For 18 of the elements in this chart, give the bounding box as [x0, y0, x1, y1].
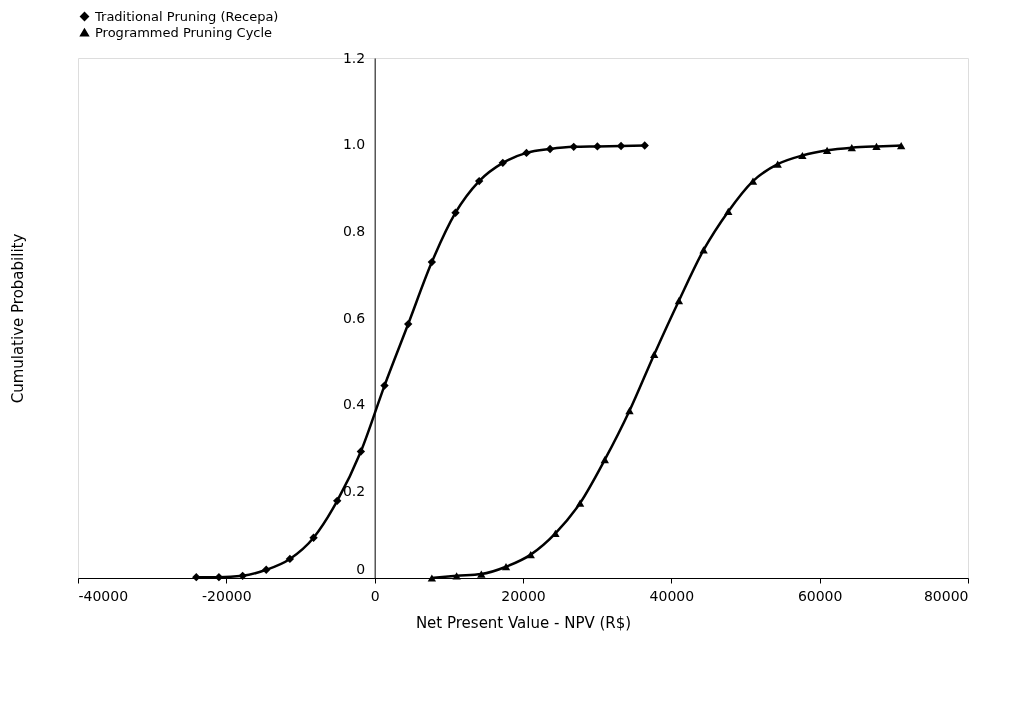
x-tick-label: 60000 [797, 587, 843, 604]
y-tick-label: 1.0 [342, 136, 366, 153]
y-tick-label: 0 [356, 560, 366, 577]
y-tick-label: 0.6 [342, 309, 366, 326]
x-tick-label: 0 [370, 587, 380, 604]
x-tick-label: -20000 [202, 587, 252, 604]
x-tick-label: 40000 [649, 587, 695, 604]
y-tick-label: 0.4 [342, 396, 366, 413]
x-tick-label: 80000 [923, 587, 969, 604]
legend-label: Programmed Pruning Cycle [95, 24, 273, 40]
y-axis-title: Cumulative Probability [9, 233, 28, 404]
y-tick-label: 1.2 [342, 49, 366, 66]
legend-label: Traditional Pruning (Recepa) [94, 8, 279, 24]
x-axis-title: Net Present Value - NPV (R$) [415, 613, 632, 632]
y-tick-label: 0.2 [342, 482, 366, 499]
x-tick-label: 20000 [501, 587, 546, 604]
x-tick-label: -40000 [78, 587, 129, 604]
y-tick-label: 0.8 [342, 222, 366, 239]
